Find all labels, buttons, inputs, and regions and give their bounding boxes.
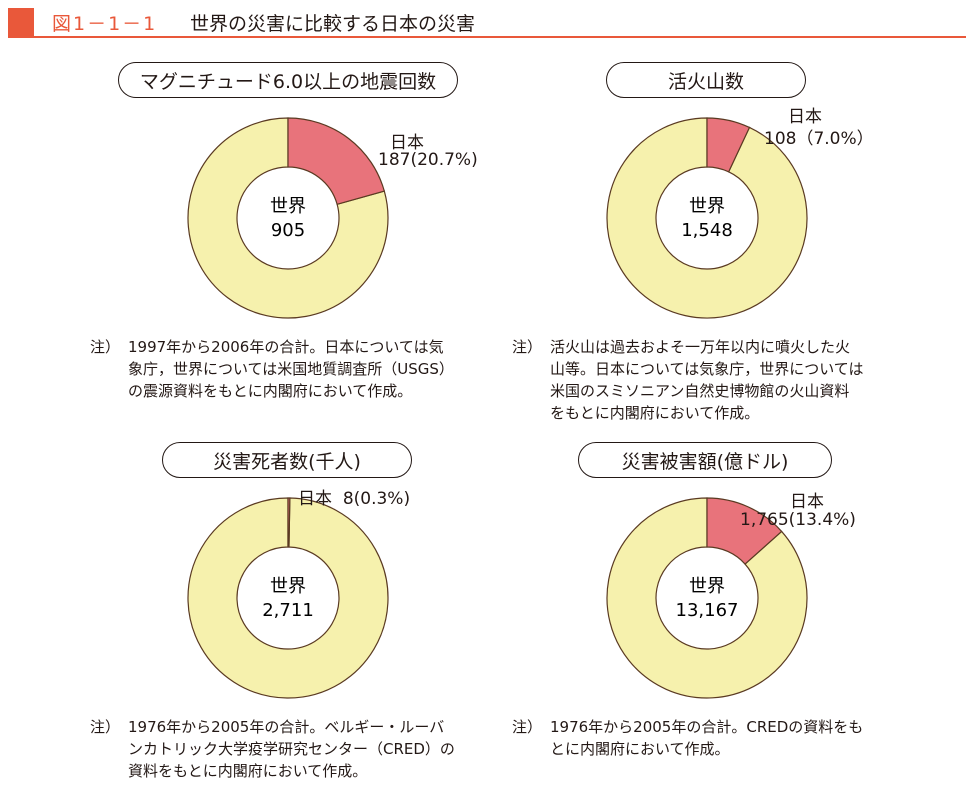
figure-title: 世界の災害に比較する日本の災害 <box>190 13 476 35</box>
note-volcanoes: 注） 活火山は過去およそ一万年以内に噴火した火 山等。日本については気象庁，世界に… <box>512 336 932 424</box>
donut-chart-earthquakes: 世界 905 <box>187 117 389 319</box>
japan-label: 日本 8(0.3%) <box>298 484 410 509</box>
center-label: 世界 <box>689 196 725 217</box>
note-deaths: 注） 1976年から2005年の合計。ベルギー・ルーバ ンカトリック大学疫学研究セ… <box>90 716 510 782</box>
note-key: 注） <box>512 338 543 356</box>
world-value-label: 13,167 <box>676 600 739 621</box>
note-text: 1976年から2005年の合計。ベルギー・ルーバ ンカトリック大学疫学研究センタ… <box>128 718 455 780</box>
japan-label: 日本 <box>788 107 822 127</box>
japan-slice <box>706 497 783 565</box>
world-value-label: 905 <box>271 220 305 241</box>
world-value-label: 2,711 <box>262 600 314 621</box>
japan-value-label: 108（7.0%） <box>764 129 874 149</box>
world-value-label: 1,548 <box>681 220 733 241</box>
header-rule <box>8 36 966 38</box>
figure-number: 図1－1－1 <box>52 13 158 35</box>
donut-chart-deaths: 世界 2,711 <box>187 497 389 699</box>
chart-title-damage: 災害被害額(億ドル) <box>578 442 832 478</box>
donut-chart-damage: 世界 13,167 <box>606 497 808 699</box>
note-text: 活火山は過去およそ一万年以内に噴火した火 山等。日本については気象庁，世界につい… <box>550 338 864 422</box>
japan-label: 日本 <box>390 133 424 153</box>
note-damage: 注） 1976年から2005年の合計。CREDの資料をも とに内閣府において作成。 <box>512 716 932 760</box>
note-key: 注） <box>90 718 121 736</box>
chart-title-earthquakes: マグニチュード6.0以上の地震回数 <box>118 62 458 98</box>
japan-slice <box>287 117 386 206</box>
chart-title-deaths: 災害死者数(千人) <box>162 442 412 478</box>
center-label: 世界 <box>270 576 306 597</box>
world-slice <box>187 117 389 319</box>
note-text: 1976年から2005年の合計。CREDの資料をも とに内閣府において作成。 <box>550 718 864 758</box>
japan-value-label: 1,765(13.4%) <box>740 510 856 530</box>
chart-title-volcanoes: 活火山数 <box>606 62 806 98</box>
world-slice <box>606 497 808 699</box>
japan-value-label: 187(20.7%) <box>378 150 478 170</box>
world-slice <box>187 497 389 699</box>
header-marker <box>8 8 34 36</box>
center-label: 世界 <box>689 576 725 597</box>
note-earthquakes: 注） 1997年から2006年の合計。日本については気 象庁，世界については米国地… <box>90 336 490 402</box>
japan-label-text: 日本 <box>298 489 332 509</box>
note-key: 注） <box>512 718 543 736</box>
donut-chart-volcanoes: 世界 1,548 <box>606 117 808 319</box>
japan-value-label: 8(0.3%) <box>342 489 411 509</box>
center-label: 世界 <box>270 196 306 217</box>
japan-slice <box>706 117 751 173</box>
japan-slice <box>287 497 291 548</box>
note-text: 1997年から2006年の合計。日本については気 象庁，世界については米国地質調… <box>128 338 454 400</box>
japan-label: 日本 <box>790 492 824 512</box>
world-slice <box>606 117 808 319</box>
note-key: 注） <box>90 338 121 356</box>
